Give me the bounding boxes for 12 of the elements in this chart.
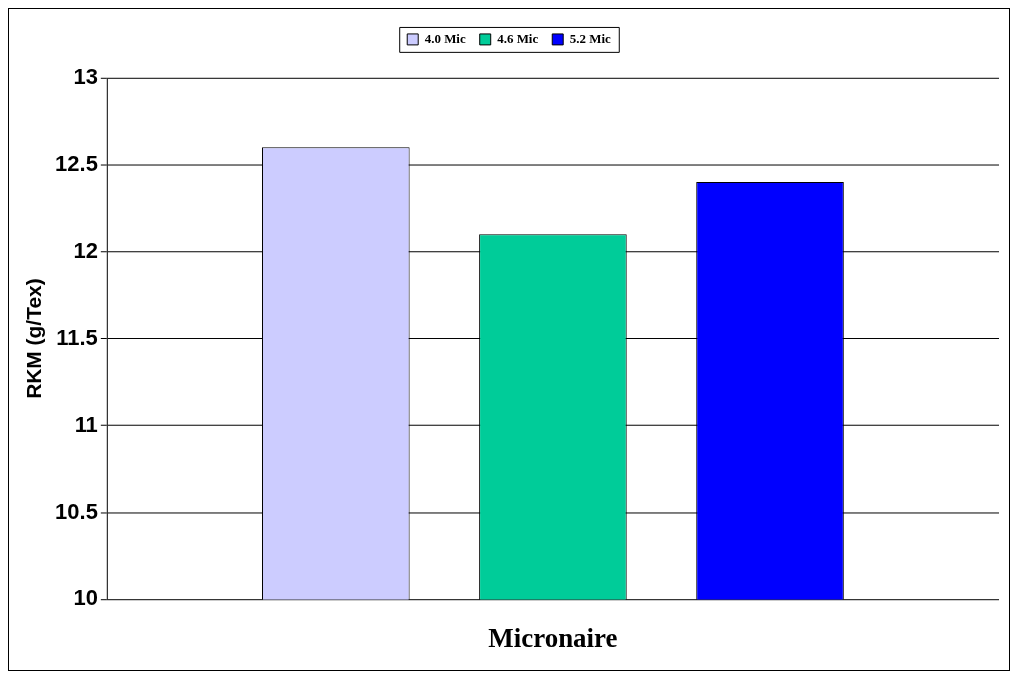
y-tick-label: 13 — [73, 63, 98, 89]
y-axis-title: RKM (g/Tex) — [22, 278, 46, 399]
y-tick-label: 11.5 — [56, 324, 98, 350]
y-tick-label: 10 — [73, 585, 98, 611]
y-tick-label: 10.5 — [55, 498, 98, 524]
legend-label: 4.0 Mic — [424, 30, 466, 46]
x-axis-title: Micronaire — [488, 622, 618, 653]
legend-label: 5.2 Mic — [569, 30, 611, 46]
y-tick-label: 12 — [73, 237, 98, 263]
legend-label: 4.6 Mic — [497, 30, 539, 46]
y-tick-label: 11 — [74, 411, 98, 437]
y-tick-label: 12.5 — [55, 150, 98, 176]
